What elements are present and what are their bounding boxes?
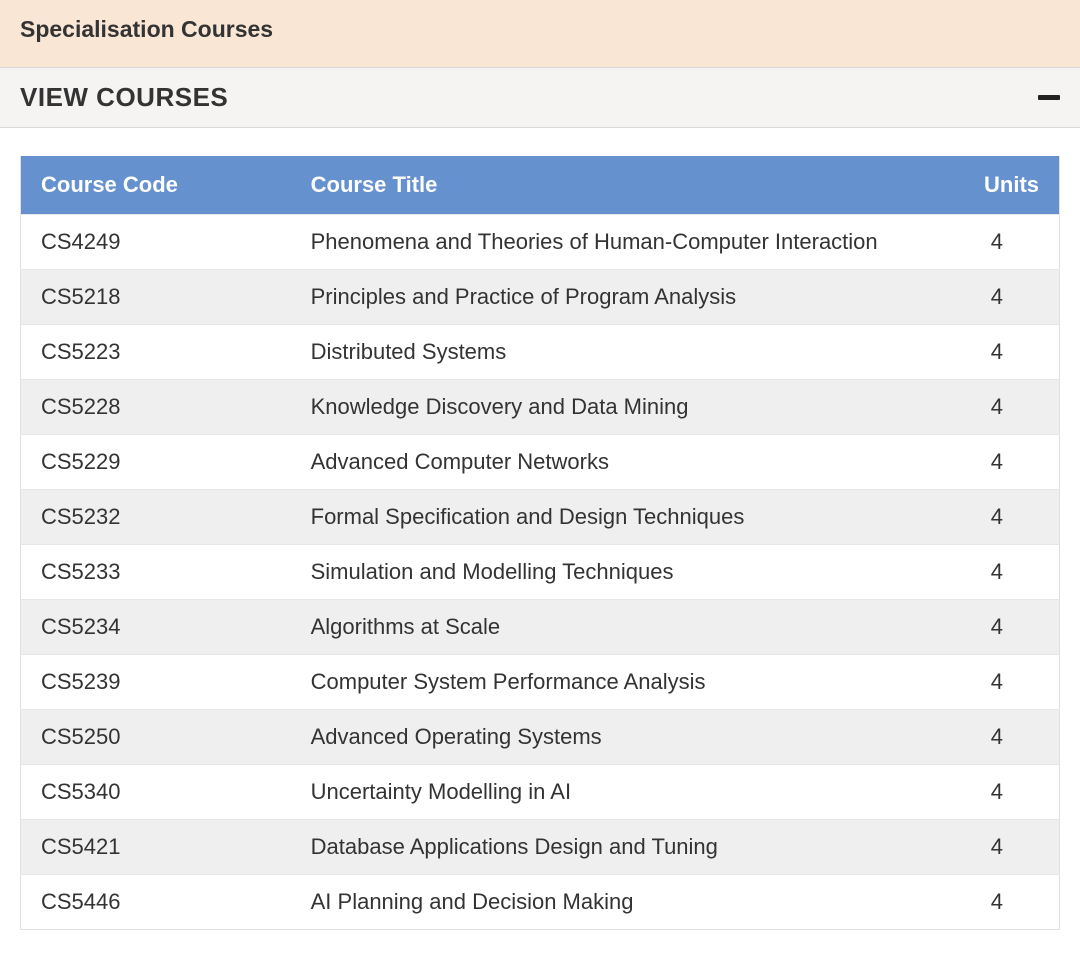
table-row: CS5421Database Applications Design and T… <box>21 820 1060 875</box>
cell-course-code: CS5239 <box>21 655 291 710</box>
cell-course-code: CS5223 <box>21 325 291 380</box>
cell-course-code: CS5234 <box>21 600 291 655</box>
cell-course-title: Advanced Computer Networks <box>291 435 935 490</box>
table-header-row: Course Code Course Title Units <box>21 156 1060 215</box>
minus-icon <box>1038 95 1060 100</box>
table-row: CS5223Distributed Systems4 <box>21 325 1060 380</box>
courses-table: Course Code Course Title Units CS4249Phe… <box>20 156 1060 930</box>
table-row: CS5234Algorithms at Scale4 <box>21 600 1060 655</box>
cell-course-code: CS5340 <box>21 765 291 820</box>
cell-course-code: CS5233 <box>21 545 291 600</box>
courses-table-container: Course Code Course Title Units CS4249Phe… <box>0 128 1080 950</box>
cell-course-code: CS5229 <box>21 435 291 490</box>
cell-course-code: CS5421 <box>21 820 291 875</box>
cell-units: 4 <box>935 655 1060 710</box>
accordion-toggle[interactable]: VIEW COURSES <box>0 67 1080 128</box>
accordion-label: VIEW COURSES <box>20 82 228 113</box>
table-row: CS5228Knowledge Discovery and Data Minin… <box>21 380 1060 435</box>
cell-course-title: Computer System Performance Analysis <box>291 655 935 710</box>
cell-units: 4 <box>935 765 1060 820</box>
cell-units: 4 <box>935 875 1060 930</box>
table-row: CS5232Formal Specification and Design Te… <box>21 490 1060 545</box>
cell-course-title: Advanced Operating Systems <box>291 710 935 765</box>
cell-units: 4 <box>935 380 1060 435</box>
cell-course-title: Phenomena and Theories of Human-Computer… <box>291 215 935 270</box>
cell-units: 4 <box>935 435 1060 490</box>
cell-units: 4 <box>935 490 1060 545</box>
section-title: Specialisation Courses <box>20 16 1060 43</box>
table-row: CS5340Uncertainty Modelling in AI4 <box>21 765 1060 820</box>
cell-course-title: AI Planning and Decision Making <box>291 875 935 930</box>
cell-course-title: Algorithms at Scale <box>291 600 935 655</box>
cell-units: 4 <box>935 820 1060 875</box>
col-header-units: Units <box>935 156 1060 215</box>
col-header-title: Course Title <box>291 156 935 215</box>
cell-units: 4 <box>935 270 1060 325</box>
cell-course-code: CS5228 <box>21 380 291 435</box>
cell-course-title: Principles and Practice of Program Analy… <box>291 270 935 325</box>
cell-course-code: CS5446 <box>21 875 291 930</box>
table-row: CS5250Advanced Operating Systems4 <box>21 710 1060 765</box>
cell-units: 4 <box>935 545 1060 600</box>
cell-units: 4 <box>935 215 1060 270</box>
cell-course-title: Uncertainty Modelling in AI <box>291 765 935 820</box>
section-header: Specialisation Courses <box>0 0 1080 67</box>
cell-units: 4 <box>935 325 1060 380</box>
cell-course-code: CS5218 <box>21 270 291 325</box>
table-row: CS5218Principles and Practice of Program… <box>21 270 1060 325</box>
cell-course-title: Distributed Systems <box>291 325 935 380</box>
table-row: CS5229Advanced Computer Networks4 <box>21 435 1060 490</box>
table-row: CS4249Phenomena and Theories of Human-Co… <box>21 215 1060 270</box>
table-row: CS5239Computer System Performance Analys… <box>21 655 1060 710</box>
cell-course-title: Knowledge Discovery and Data Mining <box>291 380 935 435</box>
cell-course-title: Formal Specification and Design Techniqu… <box>291 490 935 545</box>
cell-course-title: Database Applications Design and Tuning <box>291 820 935 875</box>
col-header-code: Course Code <box>21 156 291 215</box>
table-row: CS5233Simulation and Modelling Technique… <box>21 545 1060 600</box>
table-row: CS5446AI Planning and Decision Making4 <box>21 875 1060 930</box>
cell-units: 4 <box>935 600 1060 655</box>
cell-course-code: CS5232 <box>21 490 291 545</box>
cell-course-code: CS5250 <box>21 710 291 765</box>
cell-course-code: CS4249 <box>21 215 291 270</box>
cell-course-title: Simulation and Modelling Techniques <box>291 545 935 600</box>
cell-units: 4 <box>935 710 1060 765</box>
